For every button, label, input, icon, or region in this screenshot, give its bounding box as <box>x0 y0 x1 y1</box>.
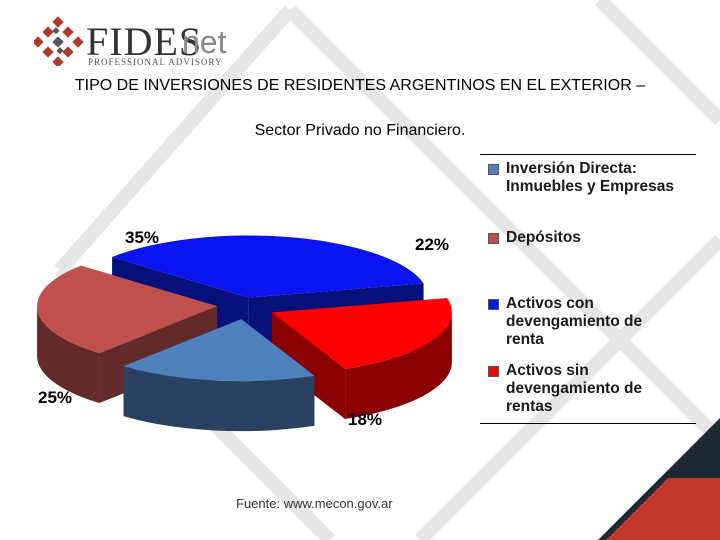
legend-bottom-rule <box>480 423 696 424</box>
logo-suffix: net <box>182 24 227 60</box>
diamond-logo-icon <box>34 16 84 66</box>
fidesnet-logo: FIDES net PROFESSIONAL ADVISORY <box>34 14 234 70</box>
pie-slice-top <box>37 265 218 354</box>
chart-title-line2: Sector Privado no Financiero. <box>254 122 466 139</box>
legend-swatch <box>488 299 499 310</box>
pie-slice-3 <box>271 298 452 419</box>
corner-red-triangle <box>606 478 720 540</box>
legend-label: Depósitos <box>506 229 581 246</box>
pie-slice-top <box>123 319 315 382</box>
legend-label: Activos con devengamiento de renta <box>506 295 643 348</box>
chart-title-line1: TIPO DE INVERSIONES DE RESIDENTES ARGENT… <box>74 77 646 94</box>
pie-slice-side <box>37 306 100 404</box>
pie-slice-top <box>112 235 424 298</box>
pie-data-label: 25% <box>38 388 72 407</box>
legend-label: Inversión Directa: Inmuebles y Empresas <box>506 160 674 195</box>
legend-swatch <box>488 164 499 175</box>
pie-slice-side <box>345 312 452 419</box>
pie-slice-0 <box>123 319 315 432</box>
pie-slice-wall <box>271 312 346 419</box>
legend-swatch <box>488 366 499 377</box>
pie-data-label: 22% <box>415 235 449 254</box>
pie-data-label: 18% <box>348 410 382 429</box>
logo-tagline: PROFESSIONAL ADVISORY <box>88 57 223 67</box>
legend-top-rule <box>480 154 696 155</box>
pie-data-label: 35% <box>125 228 159 247</box>
source-note: Fuente: www.mecon.gov.ar <box>236 496 393 511</box>
legend-label: Activos sin devengamiento de rentas <box>506 362 643 415</box>
legend-swatch <box>488 233 499 244</box>
pie-slice-top <box>271 298 452 369</box>
logo-brand: FIDES <box>86 19 203 64</box>
